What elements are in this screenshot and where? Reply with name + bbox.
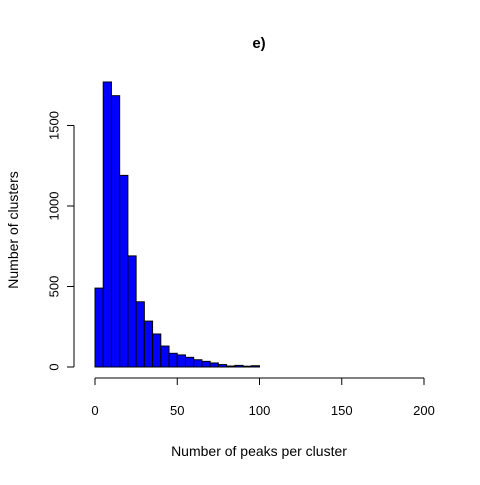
histogram-bar-3	[119, 174, 129, 368]
histogram-bar-17	[234, 364, 244, 368]
histogram-bar-19	[250, 365, 260, 368]
x-tick-label: 100	[249, 403, 271, 418]
y-tick-label: 1000	[47, 192, 62, 221]
histogram-bar-8	[160, 345, 170, 368]
histogram-bar-6	[143, 320, 154, 368]
histogram-bar-14	[209, 362, 219, 368]
histogram-bar-12	[193, 359, 203, 368]
x-tick-label: 200	[413, 403, 435, 418]
histogram-bar-5	[135, 301, 145, 368]
histogram-bar-13	[201, 360, 211, 368]
histogram-bar-11	[184, 356, 195, 368]
histogram-bar-2	[110, 95, 121, 368]
chart-title: e)	[252, 35, 265, 52]
y-axis-label: Number of clusters	[5, 171, 21, 288]
histogram-bar-1	[102, 81, 112, 368]
y-tick-label: 0	[47, 363, 62, 370]
histogram-bar-16	[226, 365, 236, 368]
histogram-bar-15	[217, 364, 228, 368]
x-axis-label: Number of peaks per cluster	[171, 443, 347, 459]
x-tick-label: 0	[91, 403, 98, 418]
x-tick-label: 150	[331, 403, 353, 418]
y-axis: 0 500 1000 1500	[47, 111, 75, 371]
histogram-bar-18	[242, 365, 252, 368]
y-tick-label: 1500	[47, 111, 62, 140]
x-tick-label: 50	[170, 403, 184, 418]
histogram-bar-0	[94, 287, 104, 368]
x-axis: 0 50 100 150 200	[91, 377, 435, 418]
histogram-bar-10	[176, 354, 186, 368]
y-tick-label: 500	[47, 276, 62, 298]
histogram-bar-7	[152, 333, 162, 368]
histogram-bar-4	[127, 255, 137, 368]
histogram-bar-9	[168, 352, 178, 368]
bars-layer	[94, 81, 260, 368]
